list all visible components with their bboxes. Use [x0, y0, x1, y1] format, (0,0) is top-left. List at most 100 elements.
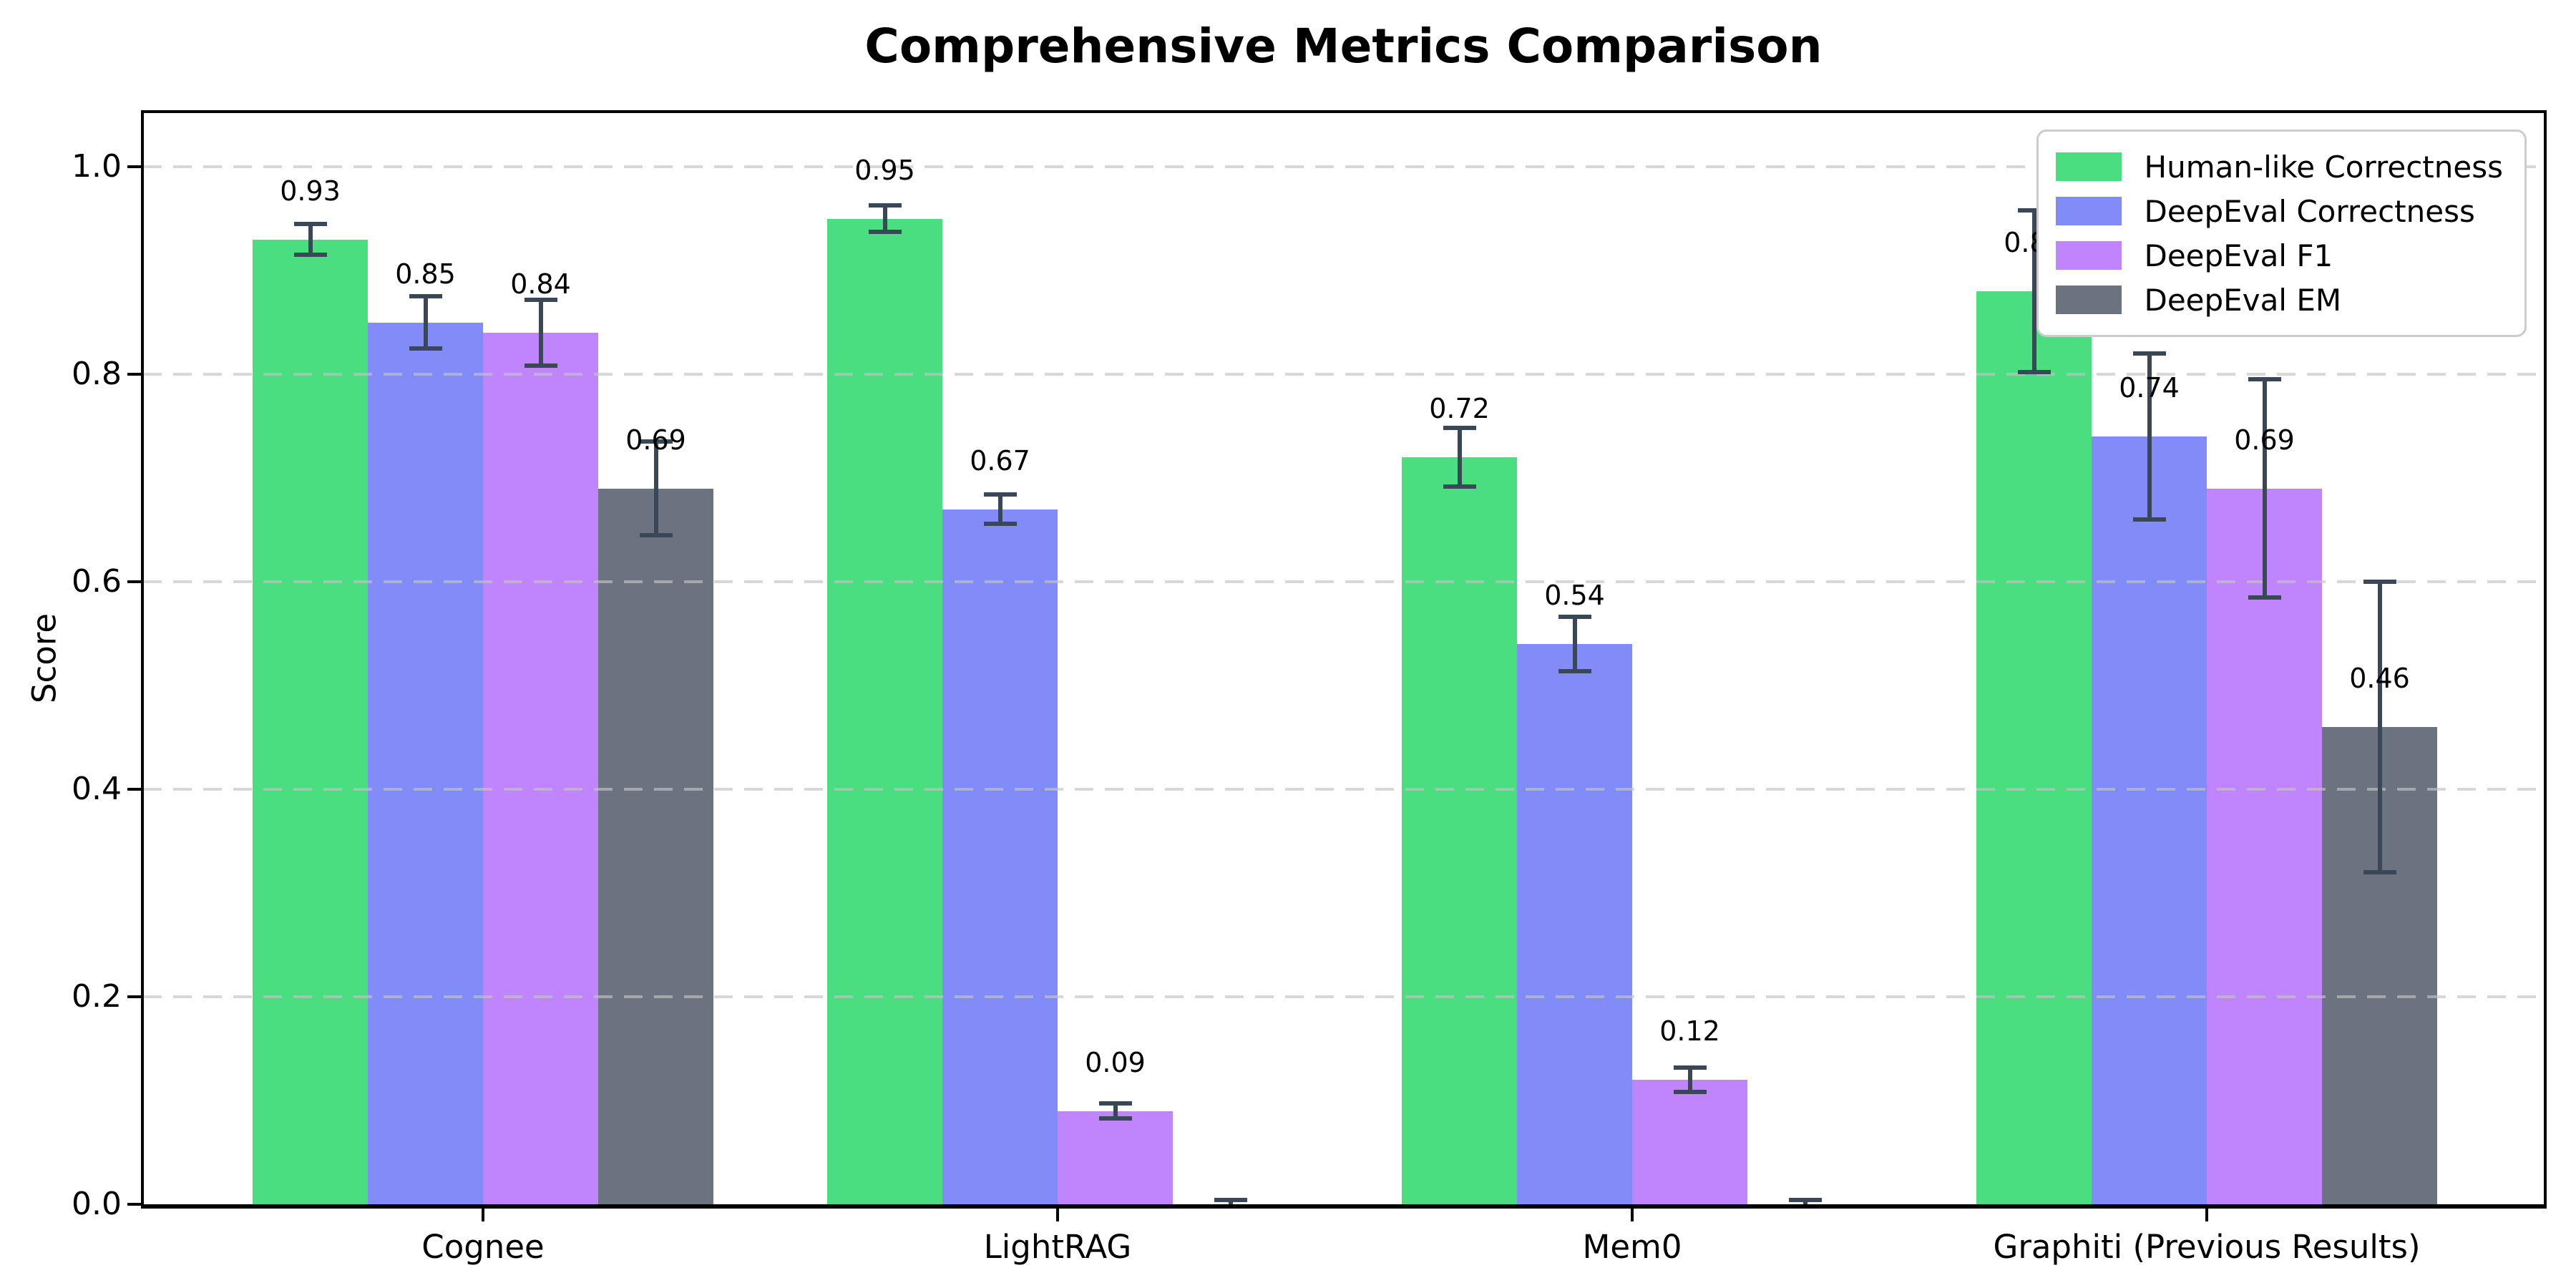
bar-Cognee-Human-like Correctness — [253, 239, 368, 1204]
bar-LightRAG-DeepEval F1 — [1058, 1111, 1173, 1204]
legend-label: DeepEval F1 — [2144, 238, 2333, 273]
axis-spine-right — [2544, 110, 2547, 1206]
error-bar-cap-bottom — [2363, 870, 2396, 874]
xtick-label-Mem0: Mem0 — [1582, 1228, 1682, 1266]
legend-label: DeepEval Correctness — [2144, 193, 2475, 229]
axis-spine-left — [141, 110, 144, 1206]
legend-item: DeepEval Correctness — [2055, 189, 2504, 233]
error-bar-line — [653, 441, 658, 535]
error-bar-line — [1687, 1067, 1692, 1093]
bar-LightRAG-DeepEval Correctness — [942, 509, 1058, 1204]
bar-Mem0-DeepEval Correctness — [1517, 644, 1632, 1204]
bar-Graphiti (Previous Results)-DeepEval F1 — [2207, 488, 2322, 1204]
error-bar-cap-top — [1443, 426, 1476, 431]
bar-Graphiti (Previous Results)-Human-like Correctness — [1976, 291, 2092, 1204]
error-bar-cap-bottom — [409, 346, 442, 351]
ytick-mark-0.2 — [127, 995, 142, 998]
error-bar-cap-top — [1558, 615, 1591, 620]
xtick-label-Graphiti (Previous Results): Graphiti (Previous Results) — [1993, 1228, 2421, 1266]
ytick-mark-1.0 — [127, 165, 142, 168]
bar-Cognee-DeepEval EM — [598, 488, 713, 1204]
bar-Cognee-DeepEval Correctness — [368, 322, 483, 1204]
error-bar-cap-bottom — [2248, 595, 2281, 600]
ytick-mark-0.0 — [127, 1203, 142, 1206]
gridline-y-0.2 — [143, 995, 2544, 998]
gridline-y-1.0 — [143, 165, 2544, 168]
error-bar-cap-top — [2363, 580, 2396, 584]
gridline-y-0.6 — [143, 580, 2544, 583]
chart-title: Comprehensive Metrics Comparison — [864, 19, 1823, 74]
axis-spine-bottom — [141, 1204, 2547, 1209]
error-bar-cap-top — [1673, 1065, 1707, 1070]
bar-Graphiti (Previous Results)-DeepEval Correctness — [2092, 436, 2207, 1204]
gridline-y-0.4 — [143, 788, 2544, 791]
error-bar-cap-top — [2017, 208, 2051, 213]
error-bar-cap-top — [293, 221, 327, 226]
error-bar-line — [538, 299, 543, 366]
bar-value-label: 0.84 — [510, 268, 571, 300]
bar-value-label: 0.93 — [280, 175, 341, 207]
error-bar-line — [1572, 617, 1577, 671]
error-bar-cap-top — [2132, 351, 2166, 356]
error-bar-cap-top — [1214, 1198, 1247, 1203]
gridline-y-0.8 — [143, 373, 2544, 376]
error-bar-cap-top — [639, 439, 673, 444]
bar-LightRAG-Human-like Correctness — [827, 218, 942, 1204]
bar-value-label: 0.85 — [395, 258, 456, 290]
bar-Mem0-Human-like Correctness — [1402, 457, 1517, 1204]
bar-value-label: 0.67 — [970, 444, 1030, 477]
xtick-mark-LightRAG — [1056, 1209, 1059, 1221]
legend-item: DeepEval EM — [2055, 278, 2504, 322]
error-bar-cap-top — [1788, 1198, 1822, 1203]
legend-label: DeepEval EM — [2144, 282, 2342, 318]
ytick-label-0.2: 0.2 — [72, 978, 122, 1015]
legend-label: Human-like Correctness — [2144, 149, 2504, 185]
bar-value-label: 0.74 — [2119, 372, 2180, 404]
ytick-label-1.0: 1.0 — [72, 148, 122, 185]
bar-value-label: 0.69 — [2234, 424, 2295, 456]
ytick-label-0.4: 0.4 — [72, 771, 122, 807]
error-bar-line — [2262, 379, 2267, 597]
error-bar-cap-top — [868, 203, 902, 208]
error-bar-line — [997, 494, 1002, 524]
error-bar-cap-top — [2248, 377, 2281, 382]
ytick-label-0.8: 0.8 — [72, 356, 122, 392]
error-bar-cap-bottom — [639, 532, 673, 537]
error-bar-cap-bottom — [1098, 1116, 1132, 1121]
legend-swatch — [2055, 286, 2122, 314]
error-bar-cap-top — [1098, 1101, 1132, 1106]
bar-value-label: 0.12 — [1659, 1015, 1720, 1047]
legend-swatch — [2055, 152, 2122, 181]
error-bar-cap-bottom — [293, 253, 327, 258]
error-bar-line — [308, 223, 313, 255]
ytick-label-0.0: 0.0 — [72, 1186, 122, 1222]
bar-value-label: 0.72 — [1429, 393, 1490, 424]
plot-area: Human-like Correctness DeepEval Correctne… — [143, 112, 2544, 1204]
error-bar-cap-bottom — [1558, 668, 1591, 673]
bar-value-label: 0.54 — [1544, 580, 1605, 611]
error-bar-cap-top — [409, 294, 442, 299]
error-bar-cap-bottom — [868, 230, 902, 235]
xtick-label-LightRAG: LightRAG — [983, 1228, 1132, 1266]
ytick-mark-0.4 — [127, 788, 142, 791]
bar-Mem0-DeepEval F1 — [1632, 1080, 1747, 1204]
ytick-mark-0.8 — [127, 373, 142, 376]
legend-item: DeepEval F1 — [2055, 233, 2504, 278]
legend-swatch — [2055, 241, 2122, 270]
bar-value-label: 0.09 — [1085, 1046, 1146, 1078]
error-bar-line — [2031, 210, 2036, 373]
error-bar-line — [2147, 353, 2152, 519]
error-bar-cap-bottom — [2017, 370, 2051, 375]
legend-item: Human-like Correctness — [2055, 145, 2504, 189]
ytick-mark-0.6 — [127, 580, 142, 583]
error-bar-cap-bottom — [983, 521, 1017, 526]
xtick-mark-Graphiti (Previous Results) — [2205, 1209, 2208, 1221]
axis-spine-top — [141, 110, 2547, 113]
error-bar-cap-bottom — [524, 364, 557, 369]
legend-swatch — [2055, 197, 2122, 225]
error-bar-cap-top — [524, 297, 557, 302]
bar-value-label: 0.69 — [625, 424, 686, 456]
error-bar-cap-bottom — [2132, 517, 2166, 522]
bar-Cognee-DeepEval F1 — [483, 333, 598, 1204]
